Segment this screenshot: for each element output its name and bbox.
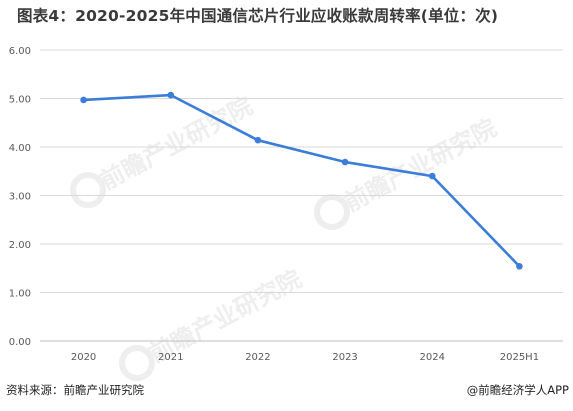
y-tick-label: 2.00 — [9, 240, 31, 251]
x-tick-label: 2023 — [332, 352, 357, 363]
data-point — [341, 158, 349, 166]
x-tick-label: 2025H1 — [500, 352, 539, 363]
chart-title: 图表4：2020-2025年中国通信芯片行业应收账款周转率(单位：次) — [17, 7, 499, 25]
watermark: 前瞻产业研究院 — [70, 92, 257, 208]
x-tick-label: 2022 — [245, 352, 270, 363]
y-axis-ticks: 0.00 1.00 2.00 3.00 4.00 5.00 6.00 — [9, 46, 31, 348]
data-point — [80, 96, 87, 104]
brand-credit: @前瞻经济学人APP — [466, 383, 569, 397]
source-note: 资料来源：前瞻产业研究院 — [6, 383, 144, 397]
x-tick-label: 2021 — [158, 352, 183, 363]
series-group — [80, 91, 523, 270]
data-point — [516, 263, 523, 270]
watermark: 前瞻产业研究院 — [119, 265, 306, 381]
y-tick-label: 5.00 — [9, 95, 31, 106]
y-tick-label: 4.00 — [9, 143, 31, 154]
x-axis-ticks: 2020 2021 2022 2023 2024 2025H1 — [71, 352, 539, 363]
series-line — [83, 93, 521, 268]
x-tick-label: 2020 — [71, 352, 96, 363]
data-point — [428, 172, 436, 180]
svg-text:前瞻产业研究院: 前瞻产业研究院 — [96, 92, 257, 196]
data-point — [254, 136, 262, 144]
data-point — [167, 91, 175, 99]
watermark: 前瞻产业研究院 — [314, 114, 501, 230]
x-tick-label: 2024 — [420, 352, 445, 363]
y-tick-label: 6.00 — [9, 46, 31, 57]
y-tick-label: 1.00 — [9, 289, 31, 300]
y-tick-label: 0.00 — [9, 337, 31, 348]
gridlines — [40, 49, 563, 342]
y-tick-label: 3.00 — [9, 192, 31, 203]
